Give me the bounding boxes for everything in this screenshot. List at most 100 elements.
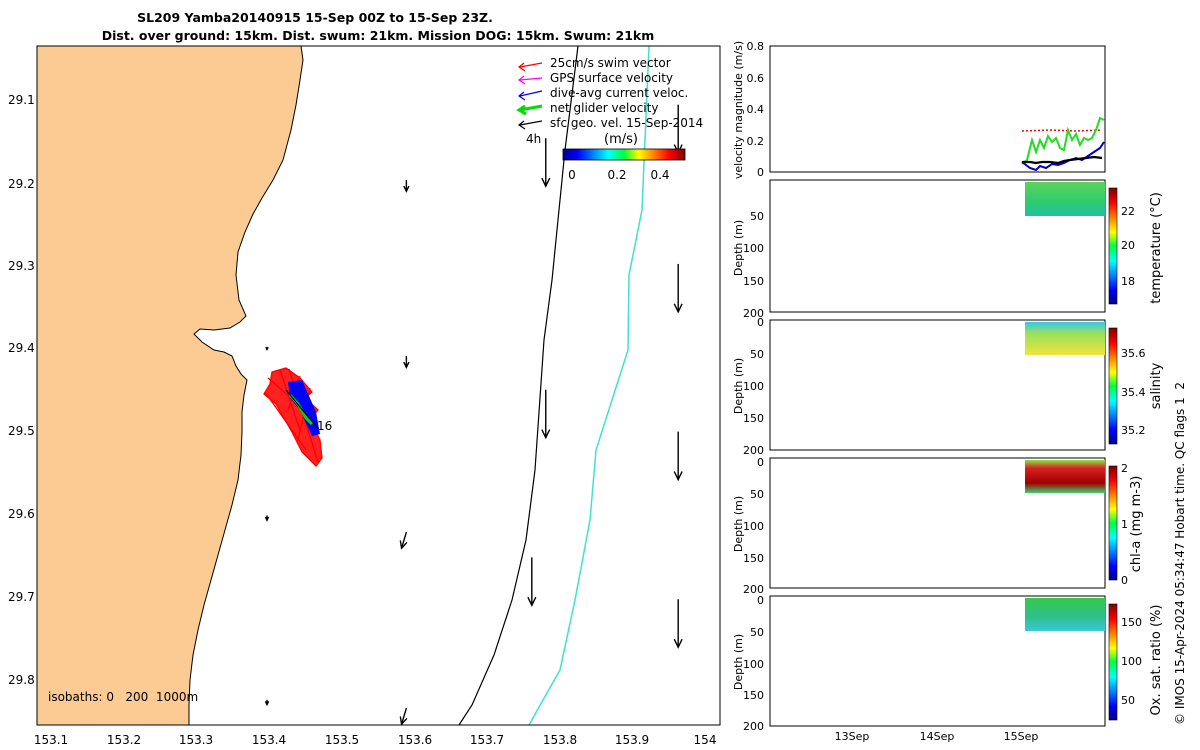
- colorbar-unit: (m/s): [604, 132, 638, 147]
- colorbar-tick: 35.4: [1121, 386, 1146, 399]
- time-x-tick: 14Sep: [920, 730, 955, 743]
- temperature-label: temperature (°C): [1149, 192, 1164, 304]
- swim-vector-series: [1021, 129, 1103, 132]
- oxygen-data: [1025, 598, 1105, 631]
- geo-velocity-arrowhead: [541, 429, 551, 440]
- depth-y-ticks: 0 50 100 150 200: [743, 456, 764, 596]
- geo-velocity-arrowhead: [399, 716, 408, 726]
- map-x-tick: 153.5: [325, 733, 359, 747]
- time-step-label: 4h: [526, 132, 541, 146]
- legend-label: net glider velocity: [550, 101, 658, 115]
- salinity-data: [1025, 322, 1105, 355]
- isobaths-label: isobaths: 0 200 1000m: [48, 690, 198, 704]
- map-x-tick: 153.7: [470, 733, 504, 747]
- legend-label: sfc geo. vel. 15-Sep-2014: [550, 116, 703, 130]
- velocity-y-tick: 0: [757, 166, 764, 179]
- chla-label: chl-a (mg m-3): [1129, 476, 1144, 573]
- map-y-tick: 29.1: [8, 93, 35, 107]
- depth-y-label: Depth (m): [732, 358, 745, 414]
- geo-velocity-arrow: [400, 708, 408, 725]
- colorbar-tick: 0: [1121, 574, 1128, 587]
- geo-velocity-arrowhead: [403, 361, 410, 369]
- map-x-tick: 153.9: [615, 733, 649, 747]
- map-y-tick: 29.8: [8, 673, 35, 687]
- oxygen-colorbar: [1108, 603, 1118, 721]
- geo-velocity-arrowhead: [527, 596, 537, 607]
- geo-velocity-arrowhead: [265, 346, 269, 351]
- velocity-y-ticks: 0 0.2 0.4 0.6 0.8: [747, 40, 765, 179]
- geo-velocity-arrowhead: [264, 516, 270, 522]
- colorbar-tick: 100: [1121, 655, 1142, 668]
- map-y-tick: 29.7: [8, 590, 35, 604]
- velocity-y-label: velocity magnitude (m/s): [732, 41, 745, 179]
- depth-y-ticks: 0 50 100 150 200: [743, 594, 764, 733]
- colorbar-tick: 50: [1121, 694, 1135, 707]
- depth-tick: 150: [743, 412, 764, 425]
- map-y-tick: 29.2: [8, 177, 35, 191]
- map-x-tick: 153.8: [543, 733, 577, 747]
- map-y-tick: 29.3: [8, 259, 35, 273]
- depth-y-ticks: 50 100 150 200: [743, 210, 764, 320]
- legend-net-glider-velocity: net glider velocity: [516, 101, 658, 116]
- map-x-ticks: 153.1 153.2 153.3 153.4 153.5 153.6 153.…: [34, 733, 717, 747]
- geo-velocity-arrowhead: [673, 638, 683, 649]
- legend-swim-vector: 25cm/s swim vector: [517, 56, 671, 72]
- depth-tick: 150: [743, 275, 764, 288]
- map-y-tick: 29.4: [8, 341, 35, 355]
- map-x-tick: 153.4: [252, 733, 286, 747]
- velocity-axes: [769, 45, 1106, 173]
- map-y-tick: 29.5: [8, 424, 35, 438]
- depth-tick: 200: [743, 307, 764, 320]
- geo-velocity-arrowhead: [541, 177, 551, 188]
- depth-tick: 50: [750, 210, 764, 223]
- depth-tick: 0: [757, 594, 764, 607]
- colorbar-tick: 20: [1121, 239, 1135, 252]
- time-x-tick: 13Sep: [835, 730, 870, 743]
- chart-subtitle: Dist. over ground: 15km. Dist. swum: 21k…: [102, 28, 655, 43]
- depth-tick: 200: [743, 720, 764, 733]
- depth-tick: 200: [743, 583, 764, 596]
- depth-tick: 150: [743, 552, 764, 565]
- map-x-tick: 153.2: [107, 733, 141, 747]
- depth-tick: 100: [743, 380, 764, 393]
- geo-velocity-arrow: [400, 531, 408, 549]
- colorbar-tick: 150: [1121, 616, 1142, 629]
- time-x-tick: 15Sep: [1004, 730, 1039, 743]
- chla-colorbar: [1108, 465, 1118, 581]
- geo-velocity-arrowhead: [673, 471, 683, 482]
- velocity-y-tick: 0.4: [747, 103, 765, 116]
- depth-tick: 50: [750, 348, 764, 361]
- isobath-1000m: [528, 45, 650, 726]
- map-x-tick: 153.3: [179, 733, 213, 747]
- salinity-panel: 0 50 100 150 200 Depth (m) 35.6 35.4 35.…: [732, 316, 1164, 457]
- map-frame: [36, 45, 721, 726]
- velocity-y-tick: 0.2: [747, 135, 765, 148]
- colorbar-tick: 0.4: [650, 168, 669, 182]
- colorbar-tick: 0: [568, 168, 576, 182]
- colorbar-tick: 22: [1121, 205, 1135, 218]
- temperature-colorbar: [1108, 187, 1118, 305]
- map-y-tick: 29.6: [8, 507, 35, 521]
- net-glider-velocity-series: [1021, 116, 1105, 165]
- depth-tick: 200: [743, 444, 764, 457]
- colorbar-tick: 2: [1121, 462, 1128, 475]
- velocity-y-tick: 0.6: [747, 72, 765, 85]
- chla-panel: 0 50 100 150 200 Depth (m) 2 1 0 chl-a (…: [732, 456, 1144, 596]
- velocity-colorbar: [562, 148, 686, 161]
- depth-tick: 0: [757, 316, 764, 329]
- colorbar-tick: 18: [1121, 275, 1135, 288]
- chart-title: SL209 Yamba20140915 15-Sep 00Z to 15-Sep…: [137, 10, 493, 25]
- map-y-ticks: 29.1 29.2 29.3 29.4 29.5 29.6 29.7 29.8: [8, 93, 35, 687]
- salinity-label: salinity: [1149, 362, 1164, 409]
- sfc-geo-velocity-series: [1022, 155, 1103, 165]
- salinity-colorbar: [1108, 327, 1118, 445]
- geo-velocity-arrowhead: [399, 540, 408, 550]
- legend-label: GPS surface velocity: [550, 71, 673, 85]
- depth-tick: 150: [743, 689, 764, 702]
- temperature-panel: 50 100 150 200 Depth (m) 22 20 18 temper…: [732, 179, 1164, 320]
- oxygen-panel: 0 50 100 150 200 Depth (m) 150 100 50 Ox…: [732, 594, 1164, 743]
- land-mass: [36, 45, 304, 726]
- map-x-tick: 153.1: [34, 733, 68, 747]
- map-panel: 16 29.1 29.2 29.3 29.4 29.5 29.6 29.7 29…: [8, 45, 721, 747]
